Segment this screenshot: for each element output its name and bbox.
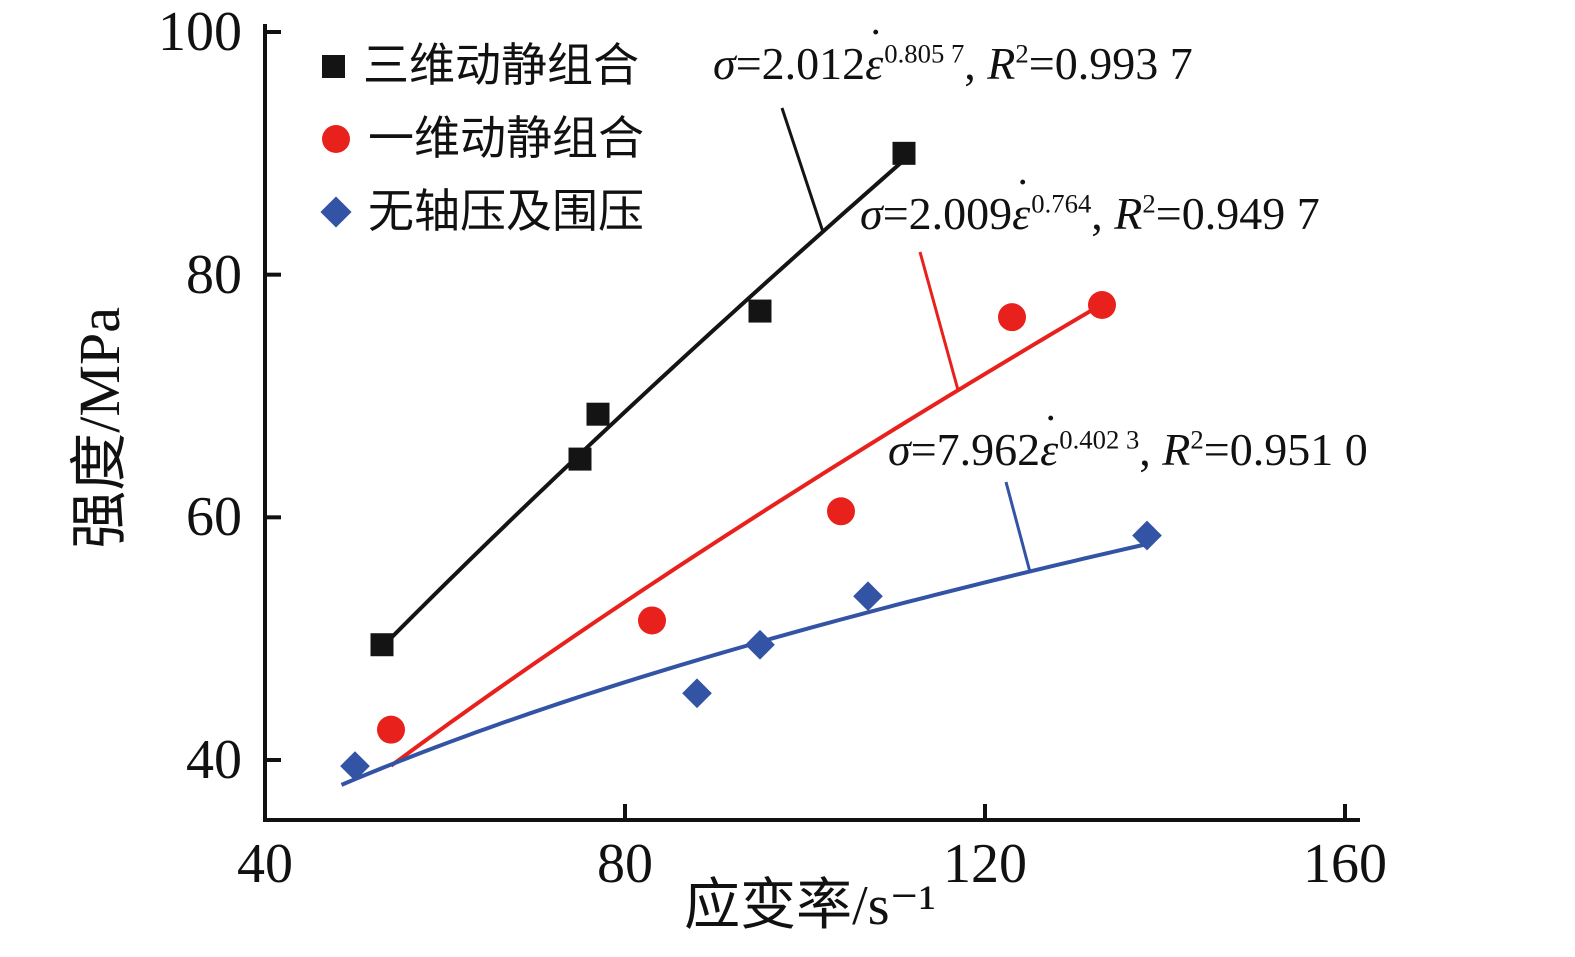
uniaxial-dynamic-static-point (827, 497, 855, 526)
annotation-leader-line-no-axial-confining-pressure (1004, 481, 1032, 573)
equation-annotation-no-axial-confining-pressure: σ=7.962ε0.402 3, R2=0.951 0 (888, 424, 1368, 477)
legend-label-uniaxial: 一维动静组合 (368, 112, 644, 164)
no-axial-confining-pressure-point (1132, 520, 1162, 551)
legend-item-unconfined: 无轴压及围压 (320, 185, 644, 239)
uniaxial-dynamic-static-point (638, 606, 666, 635)
legend-item-triaxial: 三维动静组合 (322, 40, 644, 93)
uniaxial-dynamic-static-point (998, 303, 1026, 332)
legend-label-triaxial: 三维动静组合 (363, 40, 639, 91)
triaxial-dynamic-static-point (892, 141, 916, 165)
y-tick-label: 60 (186, 486, 242, 549)
no-axial-confining-pressure-point (745, 629, 775, 660)
equation-annotation-triaxial-dynamic-static: σ=2.012ε0.805 7, R2=0.993 7 (713, 38, 1193, 91)
triaxial-dynamic-static-point (748, 299, 772, 323)
diamond-marker-icon (320, 196, 352, 228)
no-axial-confining-pressure-point (853, 581, 883, 612)
x-tick-label: 80 (597, 833, 653, 895)
triaxial-dynamic-static-point (568, 447, 592, 471)
annotation-leader-line-triaxial-dynamic-static (780, 107, 825, 233)
annotation-leader-line-uniaxial-dynamic-static (918, 251, 960, 391)
triaxial-dynamic-static-fit-line (376, 154, 910, 654)
x-axis-label: 应变率/s⁻¹ (684, 875, 936, 937)
y-tick-label: 40 (186, 729, 242, 791)
triaxial-dynamic-static-point (370, 633, 394, 657)
x-tick-label: 40 (237, 833, 293, 895)
x-tick-label: 120 (943, 833, 1027, 895)
legend: 三维动静组合 一维动静组合 无轴压及围压 (320, 40, 644, 259)
uniaxial-dynamic-static-fit-line (389, 302, 1104, 768)
legend-item-uniaxial: 一维动静组合 (322, 113, 644, 166)
circle-marker-icon (322, 125, 350, 154)
no-axial-confining-pressure-fit-line (340, 541, 1152, 787)
uniaxial-dynamic-static-point (1088, 291, 1116, 319)
x-tick-label: 160 (1303, 833, 1387, 895)
y-tick-label: 100 (158, 1, 242, 63)
equation-annotation-uniaxial-dynamic-static: σ=2.009ε0.764, R2=0.949 7 (860, 188, 1320, 241)
legend-label-unconfined: 无轴压及围压 (368, 185, 644, 237)
no-axial-confining-pressure-point (682, 678, 712, 709)
uniaxial-dynamic-static-point (377, 715, 405, 744)
triaxial-dynamic-static-point (586, 402, 610, 426)
y-tick-label: 80 (186, 243, 242, 306)
square-marker-icon (322, 54, 345, 78)
